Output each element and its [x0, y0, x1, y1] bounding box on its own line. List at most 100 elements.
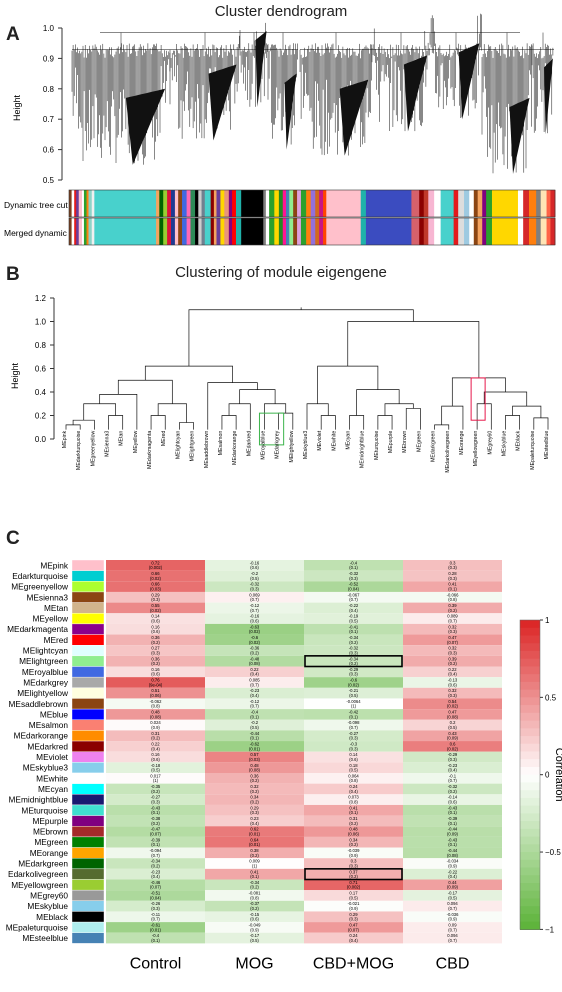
- a-module-color-block: [201, 190, 206, 217]
- a-module-color-block: [190, 218, 196, 245]
- c-cell-value: 0.094: [447, 933, 458, 938]
- c-row-swatch: [71, 666, 105, 678]
- c-legend-step: [520, 705, 540, 714]
- a-dense-cluster: [255, 31, 267, 108]
- c-cell-pvalue: (0.3): [151, 906, 160, 911]
- c-cell-value: 0.36: [151, 656, 160, 661]
- c-cell-value: 0.16: [151, 624, 160, 629]
- c-cell-pvalue: (0.2): [250, 650, 259, 655]
- c-heatmap-cell: [403, 751, 502, 763]
- c-row-swatch: [71, 762, 105, 774]
- c-cell-value: -0.34: [250, 880, 260, 885]
- b-leaf-label: MEpink: [62, 430, 68, 448]
- c-cell-value: -0.039: [348, 848, 361, 853]
- b-branch: [317, 365, 379, 404]
- c-cell-value: 0.48: [250, 763, 259, 768]
- c-cell-pvalue: (0.5): [349, 768, 358, 773]
- c-heatmap-cell: [403, 879, 502, 891]
- c-row-label: MEred: [44, 635, 69, 645]
- c-heatmap-cell: [106, 730, 205, 742]
- c-row-label: MEgrey60: [30, 890, 68, 900]
- c-cell-value: -0.34: [151, 859, 161, 864]
- a-module-color-block: [228, 190, 233, 217]
- a-module-color-block: [186, 190, 191, 217]
- c-cell-value: -0.12: [250, 699, 260, 704]
- a-module-color-block: [94, 218, 157, 245]
- a-y-tick-label: 0.8: [43, 85, 55, 94]
- b-branch: [476, 403, 492, 430]
- c-heatmap-cell: [106, 613, 205, 624]
- c-heatmap-cell: [403, 719, 502, 731]
- b-leaf-label: MEgreen: [416, 431, 422, 452]
- c-cell-value: -0.23: [151, 869, 161, 874]
- a-y-tick-label: 0.6: [43, 146, 55, 155]
- c-heatmap-cell: [106, 677, 205, 688]
- c-row-swatch: [71, 847, 105, 859]
- c-cell-value: 0.24: [349, 933, 358, 938]
- c-row-swatch: [71, 591, 105, 603]
- c-row-swatch: [71, 921, 105, 933]
- c-cell-value: 0.29: [151, 592, 160, 597]
- c-cell-pvalue: (0.3): [448, 693, 457, 698]
- b-leaf-label: MEdarkorange: [232, 431, 238, 465]
- c-cell-pvalue: (0.8): [151, 704, 160, 709]
- a-module-color-block: [235, 218, 242, 245]
- b-leaf-label: MEsienna3: [105, 431, 111, 457]
- c-heatmap-cell: [304, 698, 403, 710]
- panel-b-letter: B: [6, 264, 20, 285]
- c-row-label: MEroyalblue: [22, 667, 69, 677]
- a-module-color-block: [224, 190, 230, 217]
- c-cell-pvalue: (0.01): [249, 831, 261, 836]
- c-cell-value: -0.22: [448, 869, 458, 874]
- c-cell-pvalue: (0.2): [151, 640, 160, 645]
- c-cell-pvalue: (0.09): [447, 831, 459, 836]
- c-cell-pvalue: (0.08): [249, 768, 261, 773]
- c-cell-value: 0.54: [448, 699, 457, 704]
- b-leaf-label: MEwhite: [331, 431, 337, 451]
- c-cell-pvalue: (0.6): [151, 618, 160, 623]
- c-cell-value: 0.32: [448, 646, 457, 651]
- a-module-color-block: [69, 218, 72, 245]
- c-cell-value: 0.32: [448, 624, 457, 629]
- a-module-color-block: [74, 218, 77, 245]
- c-cell-pvalue: (0.1): [349, 565, 358, 570]
- c-cell-value: -0.32: [448, 784, 458, 789]
- c-cell-value: -0.23: [250, 688, 260, 693]
- a-module-color-block: [216, 190, 221, 217]
- b-branch: [347, 321, 480, 378]
- c-row-label: MEturquoise: [21, 805, 68, 815]
- c-heatmap-cell: [205, 666, 304, 678]
- c-heatmap-cell: [304, 815, 403, 827]
- c-cell-pvalue: (0.2): [151, 661, 160, 666]
- a-module-color-block: [235, 190, 242, 217]
- c-cell-value: -0.12: [250, 603, 260, 608]
- c-row-label: MEviolet: [36, 752, 69, 762]
- c-cell-pvalue: (0.4): [448, 874, 457, 879]
- c-cell-value: -0.34: [349, 635, 359, 640]
- c-cell-value: -0.22: [349, 603, 359, 608]
- c-row-swatch: [71, 570, 105, 582]
- c-cell-pvalue: (0.02): [447, 704, 459, 709]
- panel-a-dendrogram: 0.5 0.6 0.7 0.8 0.9 1.0 Height Dynamic tree cut…: [4, 13, 556, 246]
- c-heatmap-cell: [403, 602, 502, 614]
- c-heatmap-cell: [205, 655, 304, 667]
- a-dendrogram-branches: [71, 13, 554, 174]
- c-heatmap-cell: [403, 677, 502, 688]
- c-cell-pvalue: (0.01): [249, 842, 261, 847]
- c-cell-value: 0.14: [151, 614, 160, 619]
- a-module-color-block: [282, 218, 287, 245]
- c-cell-pvalue: (0.7): [448, 906, 457, 911]
- c-heatmap-cell: [304, 709, 403, 720]
- a-module-color-block: [428, 218, 435, 245]
- c-cell-value: 0.094: [447, 901, 458, 906]
- c-cell-value: -0.18: [151, 763, 161, 768]
- c-heatmap-cell: [106, 879, 205, 891]
- c-highlight-box: [304, 868, 403, 881]
- a-module-color-block: [224, 218, 230, 245]
- c-heatmap-cell: [205, 645, 304, 656]
- b-leaf-label: MEskyblue: [501, 431, 507, 456]
- c-cell-value: -0.1: [449, 773, 457, 778]
- c-legend-step: [520, 882, 540, 892]
- c-cell-pvalue: (0.2): [349, 640, 358, 645]
- c-legend-step: [520, 852, 540, 861]
